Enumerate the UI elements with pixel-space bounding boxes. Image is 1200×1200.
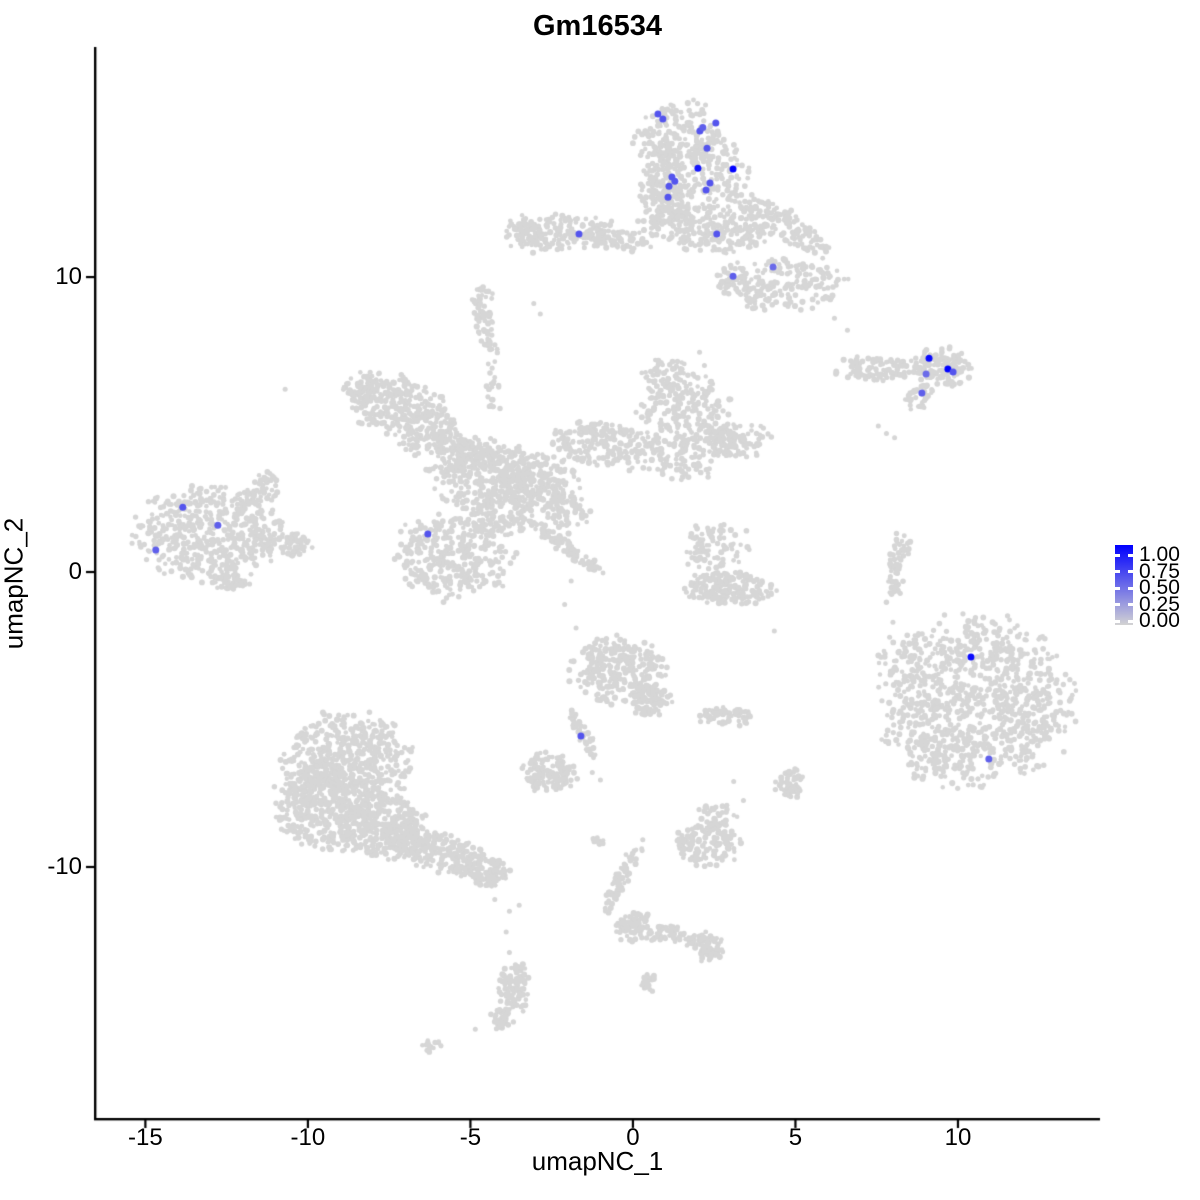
y-tick-label: 10 [55, 263, 82, 291]
legend-tick [1128, 570, 1133, 573]
x-tick-label: -10 [290, 1124, 326, 1151]
legend-value-label: 0.00 [1139, 609, 1180, 632]
expression-legend: 1.00 0.75 0.50 0.25 0.00 [1113, 540, 1200, 635]
legend-gradient-bar [1115, 545, 1133, 625]
legend-tick [1128, 586, 1133, 590]
legend-value-label: 0.75 [1139, 559, 1180, 583]
legend-tick [1128, 553, 1133, 557]
legend-value-label: 0.25 [1139, 592, 1180, 616]
legend-tick [1115, 619, 1120, 623]
legend-tick [1115, 553, 1120, 557]
legend-tick [1115, 586, 1120, 590]
x-tick-label: -5 [459, 1124, 482, 1151]
legend-tick [1115, 603, 1120, 606]
y-tick-label: -10 [47, 852, 82, 880]
legend-tick [1128, 619, 1133, 623]
x-tick-label: 5 [788, 1124, 803, 1151]
legend-tick [1115, 570, 1120, 573]
x-tick-label: 10 [944, 1124, 972, 1151]
x-axis-title: umapNC_1 [531, 1146, 664, 1176]
legend-value-label: 1.00 [1139, 543, 1180, 566]
legend-tick [1128, 603, 1133, 606]
plot-title: Gm16534 [533, 10, 662, 42]
x-tick-label: -15 [128, 1124, 163, 1151]
x-tick-label: 0 [626, 1124, 640, 1151]
legend-value-label: 0.50 [1139, 576, 1180, 599]
y-tick-label: 0 [68, 558, 82, 586]
